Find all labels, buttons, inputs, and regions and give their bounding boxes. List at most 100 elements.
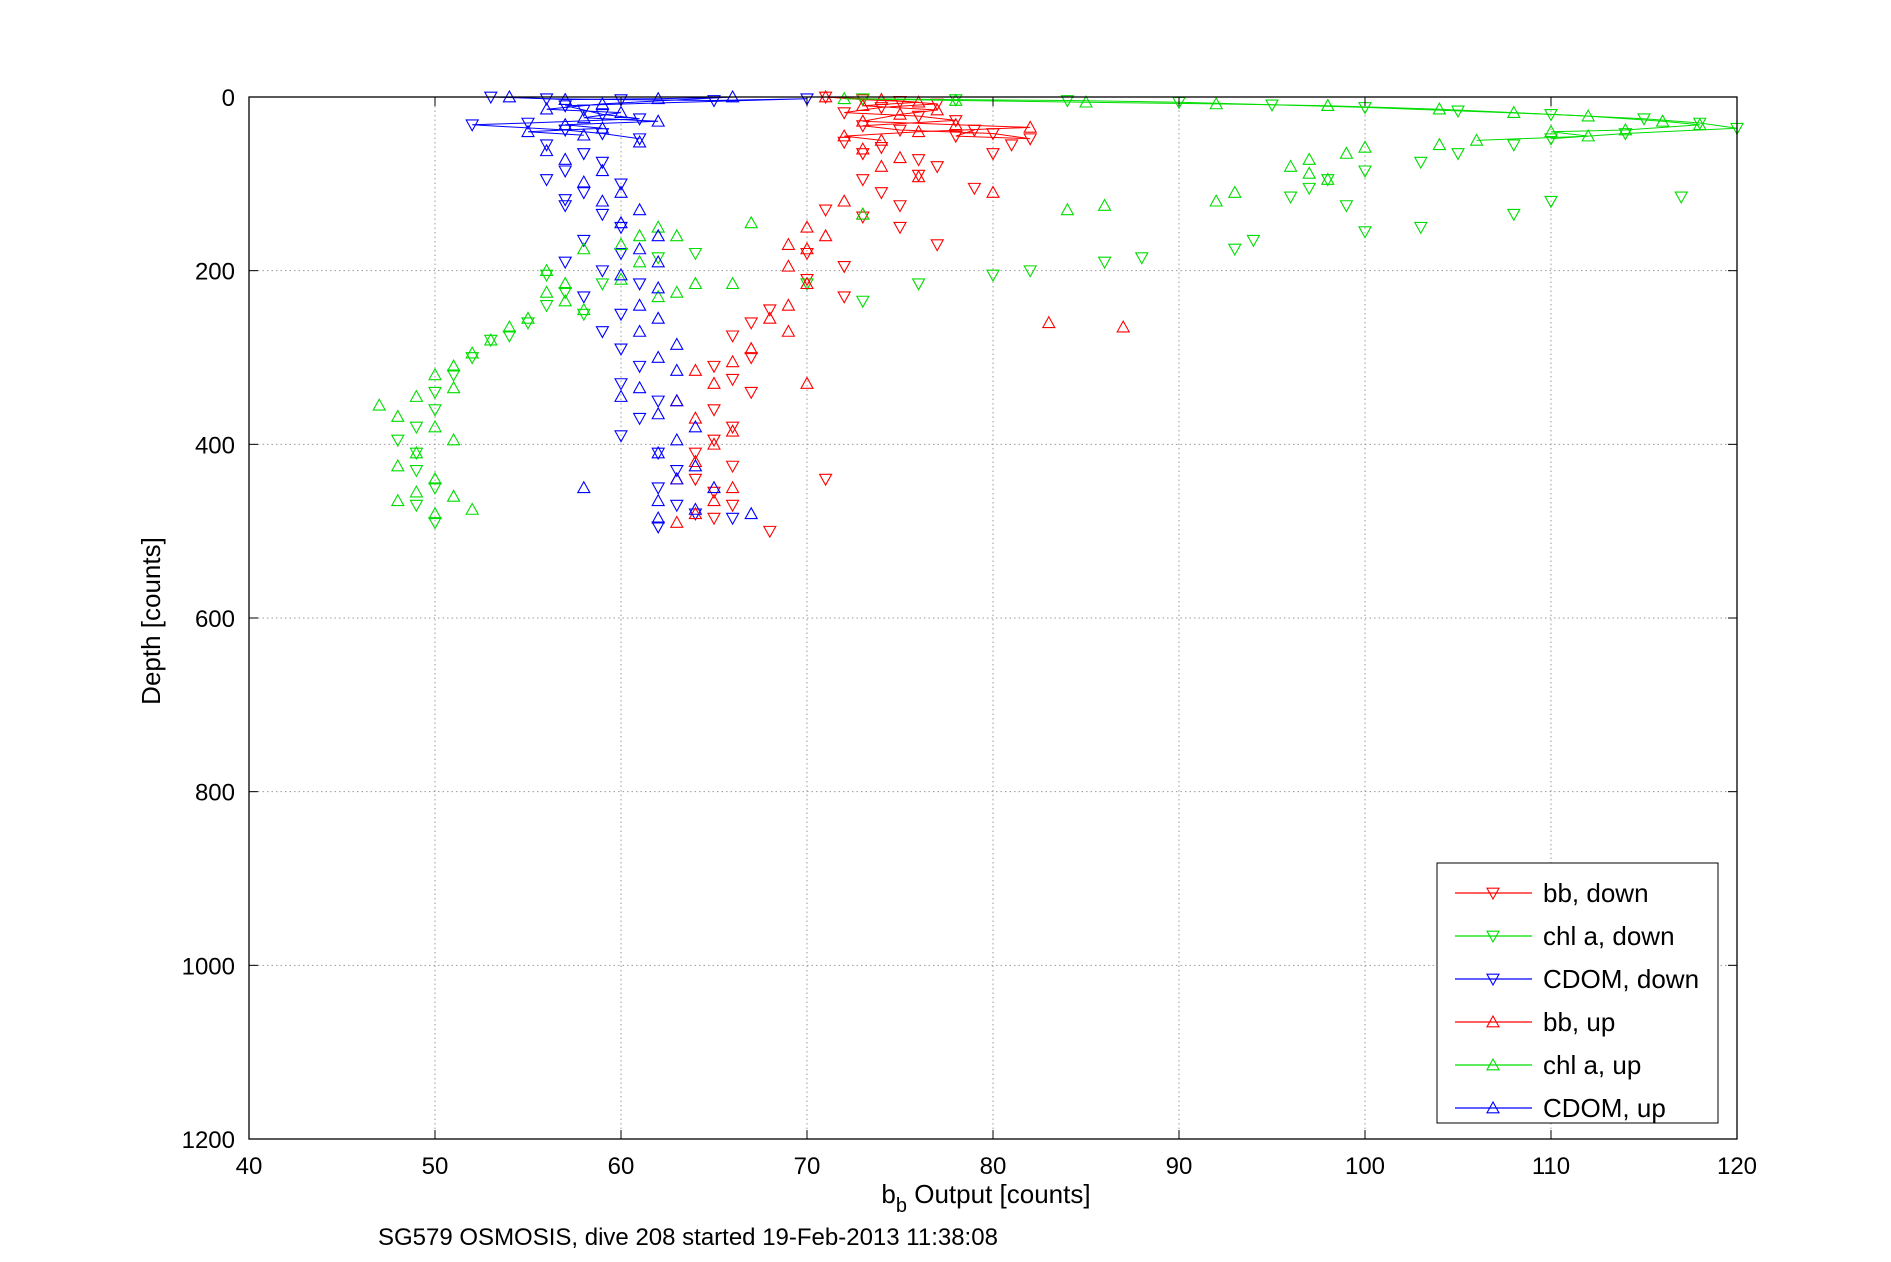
- data-point: [855, 211, 870, 224]
- data-point: [1506, 105, 1521, 118]
- legend-label: bb, down: [1543, 878, 1649, 908]
- data-point: [1432, 137, 1447, 151]
- x-tick-label: 50: [422, 1153, 449, 1180]
- data-point: [521, 311, 535, 324]
- data-point: [837, 260, 852, 274]
- data-point: [930, 161, 945, 174]
- x-tick-label: 70: [794, 1153, 821, 1180]
- data-point: [632, 241, 647, 255]
- data-point: [948, 93, 963, 106]
- data-point: [390, 458, 405, 472]
- data-point: [539, 139, 554, 152]
- data-point: [614, 237, 628, 250]
- data-point: [576, 187, 591, 200]
- data-point: [669, 285, 684, 298]
- data-point: [390, 434, 405, 448]
- data-point: [409, 484, 424, 498]
- data-point: [911, 154, 926, 167]
- data-point: [930, 239, 945, 252]
- data-point: [874, 142, 889, 155]
- data-point: [669, 499, 684, 513]
- data-point: [632, 360, 647, 374]
- data-point: [1134, 252, 1149, 265]
- data-point: [725, 354, 740, 368]
- data-point: [614, 94, 628, 107]
- series-cdom-up: [502, 89, 759, 524]
- y-tick-label: 1200: [182, 1127, 235, 1154]
- data-point: [855, 207, 870, 220]
- data-point: [893, 124, 907, 138]
- data-point: [390, 409, 405, 422]
- data-point: [614, 185, 628, 198]
- data-point: [521, 124, 535, 138]
- data-point: [1320, 174, 1335, 187]
- legend-marker: [1486, 1014, 1500, 1028]
- data-point: [744, 352, 759, 365]
- data-point: [800, 278, 814, 291]
- data-point: [651, 406, 666, 420]
- data-point: [632, 113, 647, 126]
- data-point: [651, 521, 666, 534]
- data-point: [539, 285, 554, 298]
- data-point: [1358, 140, 1372, 153]
- data-point: [707, 437, 721, 450]
- data-point: [669, 228, 684, 242]
- data-point: [1544, 124, 1558, 138]
- data-point: [558, 117, 573, 131]
- legend-marker: [1486, 1100, 1500, 1114]
- series-line-cdom-down: [472, 96, 808, 140]
- data-point: [837, 136, 852, 150]
- series-bb-down: [688, 91, 1038, 539]
- data-point: [1544, 133, 1558, 146]
- data-point: [614, 343, 628, 356]
- data-point: [576, 480, 591, 494]
- data-point: [558, 256, 573, 270]
- series-line-bb-down: [825, 96, 1031, 140]
- data-point: [744, 506, 759, 520]
- data-point: [651, 350, 666, 363]
- data-point: [539, 174, 554, 187]
- data-point: [725, 512, 740, 526]
- data-point: [911, 95, 926, 108]
- data-point: [800, 241, 814, 255]
- data-point: [1097, 256, 1112, 270]
- legend-item-cdom-down: CDOM, down: [1455, 964, 1699, 994]
- data-point: [558, 165, 573, 178]
- data-point: [614, 308, 628, 322]
- series-chl-a-down: [390, 93, 1744, 530]
- data-point: [1581, 128, 1596, 142]
- data-point: [1097, 198, 1112, 211]
- data-point: [837, 107, 852, 120]
- data-point: [576, 110, 591, 124]
- data-point: [409, 447, 424, 461]
- data-point: [651, 493, 666, 507]
- data-point: [1674, 191, 1689, 204]
- data-point: [669, 337, 684, 350]
- data-point: [725, 373, 740, 387]
- data-point: [688, 447, 703, 461]
- data-point: [409, 499, 424, 513]
- data-point: [409, 421, 424, 435]
- data-point: [744, 341, 759, 355]
- series-line-chl-a-up: [844, 98, 1700, 141]
- data-point: [1432, 102, 1447, 115]
- x-tick-label: 120: [1717, 1153, 1757, 1180]
- data-point: [669, 471, 684, 485]
- legend-item-chl-a-down: chl a, down: [1455, 921, 1675, 951]
- data-point: [707, 376, 721, 389]
- data-point: [911, 278, 926, 291]
- legend-label: bb, up: [1543, 1007, 1615, 1037]
- data-point: [669, 393, 684, 407]
- data-point: [688, 506, 703, 520]
- chart-caption: SG579 OSMOSIS, dive 208 started 19-Feb-2…: [378, 1224, 998, 1251]
- data-point: [632, 202, 647, 216]
- data-point: [651, 445, 666, 459]
- series-line-chl-a-down: [862, 98, 1738, 140]
- data-point: [707, 512, 721, 526]
- data-point: [539, 143, 554, 157]
- data-point: [1544, 195, 1558, 209]
- data-point: [558, 194, 573, 207]
- data-point: [651, 395, 666, 409]
- data-point: [1060, 95, 1075, 108]
- data-point: [409, 445, 424, 459]
